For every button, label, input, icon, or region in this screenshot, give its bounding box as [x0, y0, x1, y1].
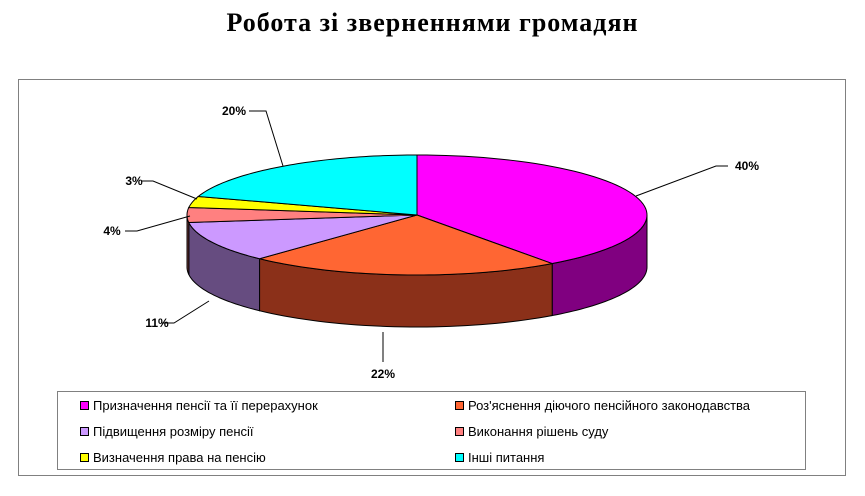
- legend-item-1: Роз'яснення діючого пенсійного законодав…: [455, 398, 750, 413]
- legend-label-4: Визначення права на пенсію: [93, 450, 266, 465]
- leader-line-4: [141, 180, 198, 200]
- legend-label-1: Роз'яснення діючого пенсійного законодав…: [468, 398, 751, 413]
- data-label-2: 11%: [145, 316, 169, 330]
- data-label-0: 40%: [735, 159, 759, 173]
- pie-slice-3: [186, 206, 418, 224]
- plot-area-frame: [18, 79, 846, 476]
- legend-swatch-5: [455, 453, 464, 462]
- data-label-5: 20%: [222, 104, 246, 118]
- pie-slice-2: [188, 214, 418, 260]
- legend-label-5: Інші питання: [468, 450, 545, 465]
- legend-label-3: Виконання рішень суду: [468, 424, 609, 439]
- leader-line-3: [125, 215, 191, 232]
- legend-item-2: Підвищення розміру пенсії: [80, 424, 254, 439]
- legend-item-5: Інші питання: [455, 450, 544, 465]
- legend-swatch-2: [80, 427, 89, 436]
- legend-label-0: Призначення пенсії та її перерахунок: [93, 398, 318, 413]
- leader-line-2: [162, 300, 210, 324]
- pie-slice-0: [416, 154, 648, 265]
- data-label-1: 22%: [371, 367, 395, 381]
- legend-swatch-1: [455, 401, 464, 410]
- pie-side-3: [186, 215, 190, 275]
- data-label-4: 3%: [125, 174, 143, 188]
- legend-swatch-3: [455, 427, 464, 436]
- legend-item-3: Виконання рішень суду: [455, 424, 608, 439]
- data-label-3: 4%: [103, 224, 121, 238]
- pie-slice-5: [196, 154, 418, 216]
- chart-title: Робота зі зверненнями громадян: [226, 8, 639, 37]
- pie-slice-1: [259, 214, 555, 276]
- legend-item-0: Призначення пенсії та її перерахунок: [80, 398, 318, 413]
- legend-swatch-0: [80, 401, 89, 410]
- leader-line-5: [249, 110, 284, 167]
- legend-swatch-4: [80, 453, 89, 462]
- leader-line-0: [635, 165, 728, 197]
- legend-label-2: Підвищення розміру пенсії: [93, 424, 254, 439]
- legend-item-4: Визначення права на пенсію: [80, 450, 266, 465]
- chart-legend: Призначення пенсії та її перерахунок Роз'…: [57, 391, 806, 470]
